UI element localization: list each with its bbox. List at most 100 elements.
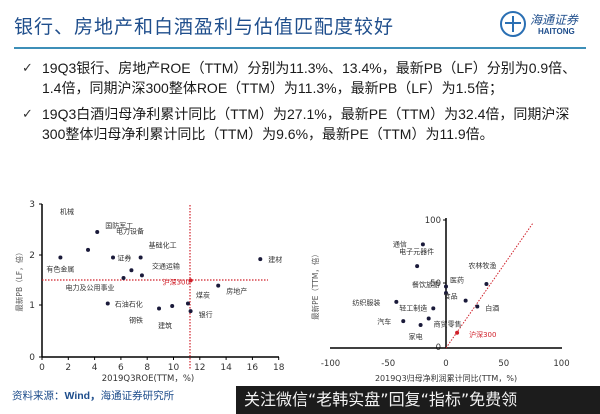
data-point — [95, 230, 100, 235]
point-label: 沪深300 — [163, 278, 190, 287]
point-label: 沪深300 — [469, 330, 496, 339]
point-label: 有色金属 — [46, 265, 74, 274]
page-title: 银行、房地产和白酒盈利与估值匹配度较好 — [14, 16, 395, 38]
right-x-axis: -100 -50 0 50 100 2019Q3归母净利润累计同比(TTM，%) — [321, 347, 570, 383]
haitong-logo: 海通证券 HAITONG — [500, 9, 595, 45]
point-label: 基础化工 — [149, 241, 177, 250]
point-label: 纺织服装 — [352, 298, 380, 307]
point-label: 电力及公用事业 — [66, 283, 115, 292]
data-point — [475, 304, 480, 309]
point-label: 电力设备 — [116, 227, 144, 236]
data-point — [111, 255, 116, 260]
point-label: 钢铁 — [129, 316, 143, 325]
svg-text:-50: -50 — [381, 359, 395, 369]
data-point — [121, 275, 126, 280]
svg-text:12: 12 — [194, 363, 205, 373]
data-point — [216, 283, 221, 288]
data-point — [418, 322, 423, 327]
svg-text:2: 2 — [65, 363, 71, 373]
title-divider — [14, 47, 586, 49]
data-point — [138, 255, 143, 260]
data-point — [86, 247, 91, 252]
svg-text:-100: -100 — [321, 359, 340, 369]
point-label: 证券 — [117, 253, 131, 262]
bullet-list: ✓ 19Q3银行、房地产ROE（TTM）分别为11.3%、13.4%，最新PB（… — [22, 58, 592, 150]
logo-text-en: HAITONG — [538, 27, 575, 36]
hs300-reference-lines — [42, 205, 268, 370]
diagonal-reference-line — [445, 222, 534, 349]
svg-text:6: 6 — [118, 363, 124, 373]
point-label: 交通运输 — [152, 261, 180, 270]
point-label: 机械 — [60, 207, 74, 216]
svg-text:100: 100 — [425, 216, 441, 226]
bullet-text: 19Q3银行、房地产ROE（TTM）分别为11.3%、13.4%，最新PB（LF… — [42, 60, 577, 96]
data-point — [185, 301, 190, 306]
svg-text:16: 16 — [247, 363, 259, 373]
data-point — [444, 284, 448, 289]
svg-text:18: 18 — [273, 363, 285, 373]
svg-text:2: 2 — [29, 251, 35, 261]
point-label: 房地产 — [226, 287, 247, 296]
point-label: 餐饮旅游 — [412, 280, 440, 289]
point-label: 煤炭 — [196, 290, 210, 299]
svg-text:50: 50 — [498, 359, 509, 369]
data-point — [420, 242, 425, 247]
point-label: 国防军工 — [105, 221, 133, 230]
point-label: 电子元器件 — [399, 247, 434, 256]
svg-text:100: 100 — [553, 359, 569, 369]
point-label: 家电 — [409, 332, 423, 341]
point-label: 白酒 — [485, 304, 499, 313]
data-point — [258, 257, 263, 262]
watermark-banner: 关注微信“老韩实盘”回复“指标”免费领 — [236, 386, 600, 414]
left-y-axis-label: 最新PB（LF，倍） — [14, 248, 24, 311]
logo-text-cn: 海通证券 — [530, 13, 579, 27]
svg-text:50: 50 — [430, 279, 441, 289]
bullet-text: 19Q3白酒归母净利累计同比（TTM）为27.1%，最新PE（TTM）为32.4… — [42, 106, 570, 142]
left-y-axis: 3 2 1 0 最新PB（LF，倍） — [14, 200, 43, 363]
svg-text:1: 1 — [29, 301, 35, 311]
source-note: 资料来源：Wind，海通证券研究所 — [12, 388, 174, 403]
bullet-item: ✓ 19Q3银行、房地产ROE（TTM）分别为11.3%、13.4%，最新PB（… — [22, 58, 592, 98]
data-point — [401, 319, 406, 324]
source-wind: Wind， — [64, 390, 101, 402]
data-point — [444, 290, 448, 295]
check-icon: ✓ — [22, 60, 33, 75]
svg-text:3: 3 — [29, 200, 35, 210]
right-y-axis-label: 最新PE（TTM，倍） — [310, 250, 320, 320]
point-label: 医药 — [450, 276, 464, 285]
svg-text:0: 0 — [443, 359, 448, 369]
data-point — [484, 282, 489, 286]
svg-text:10: 10 — [168, 363, 180, 373]
data-point — [431, 306, 436, 311]
svg-text:4: 4 — [92, 363, 98, 373]
point-label: 建筑 — [158, 321, 172, 330]
data-point — [129, 268, 134, 273]
pb-roe-scatter-chart: 3 2 1 0 最新PB（LF，倍） 0 2 4 6 8 10 12 14 16 18 2019Q… — [14, 200, 285, 384]
data-point — [394, 299, 399, 304]
point-label: 食品 — [444, 292, 458, 301]
svg-text:0: 0 — [39, 363, 45, 373]
data-point — [188, 278, 193, 283]
point-label: 通信 — [393, 239, 407, 248]
point-label: 商贸零售 — [434, 320, 462, 329]
point-label: 银行 — [199, 310, 213, 319]
point-label: 汽车 — [377, 317, 391, 326]
left-x-axis: 0 2 4 6 8 10 12 14 16 18 2019Q3ROE(TTM，%) — [39, 356, 285, 384]
data-point — [157, 306, 162, 311]
svg-text:14: 14 — [220, 363, 232, 373]
pe-growth-scatter-chart: 100 50 0 最新PE（TTM，倍） -100 -50 0 50 100 2019Q… — [310, 216, 570, 383]
source-prefix: 资料来源： — [12, 390, 65, 402]
svg-text:0: 0 — [29, 353, 35, 363]
point-label: 建材 — [268, 255, 282, 264]
data-point — [58, 255, 63, 260]
left-x-axis-label: 2019Q3ROE(TTM，%) — [102, 374, 194, 384]
data-point — [170, 304, 175, 308]
svg-text:8: 8 — [144, 363, 150, 373]
data-point — [139, 273, 144, 278]
data-point — [105, 301, 110, 306]
data-point — [463, 298, 468, 303]
point-label: 农林牧渔 — [468, 261, 496, 270]
data-point — [188, 309, 193, 314]
